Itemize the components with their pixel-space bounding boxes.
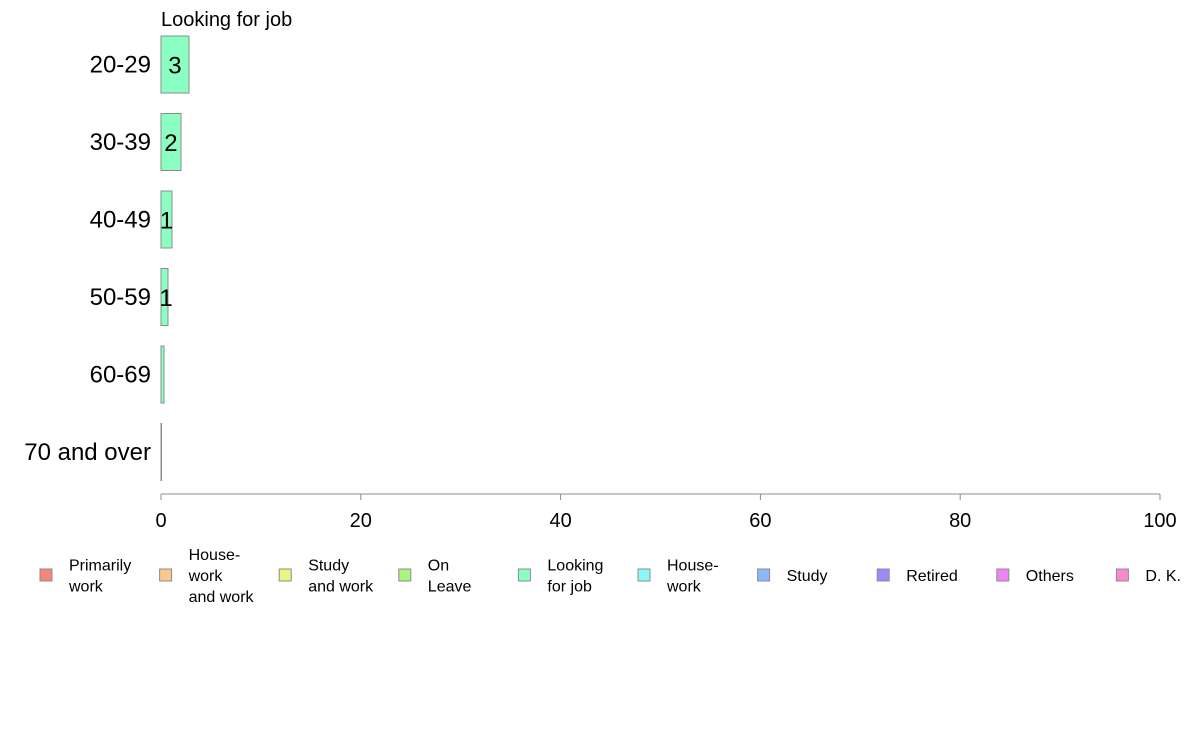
bar bbox=[160, 345, 165, 404]
x-axis: 0 20 40 60 80 100 bbox=[155, 493, 1177, 532]
bar bbox=[160, 35, 190, 94]
x-tick-label: 20 bbox=[350, 510, 372, 532]
legend-label: House- bbox=[189, 547, 241, 564]
legend-label: D. K. bbox=[1145, 568, 1181, 585]
category-label: 50-59 bbox=[90, 284, 151, 311]
legend-entry: On Leave bbox=[398, 558, 472, 596]
legend-label: On bbox=[428, 558, 449, 575]
legend-swatch bbox=[637, 568, 651, 582]
category-label: 70 and over bbox=[24, 439, 151, 466]
x-tick-label: 80 bbox=[949, 510, 971, 532]
legend-swatch bbox=[517, 568, 531, 582]
legend-label: work bbox=[68, 579, 104, 596]
bar bbox=[160, 113, 182, 171]
legend-swatch bbox=[757, 568, 771, 582]
legend-label: Retired bbox=[906, 568, 958, 585]
category-label: 20-29 bbox=[90, 52, 151, 79]
legend-swatch bbox=[1115, 568, 1129, 582]
legend-entry: D. K. bbox=[1115, 568, 1181, 585]
legend-label: work bbox=[188, 568, 224, 585]
legend-label: Study bbox=[787, 568, 828, 585]
legend-swatch bbox=[876, 568, 890, 582]
category-label: 60-69 bbox=[90, 362, 151, 389]
legend-entry: House-work bbox=[637, 558, 719, 596]
data-label: 2 bbox=[164, 130, 177, 157]
legend-label: and work bbox=[308, 579, 374, 596]
legend-entry: Study and work bbox=[278, 558, 374, 596]
legend-label: and work bbox=[189, 589, 255, 606]
legend-label: work bbox=[666, 579, 702, 596]
legend-label: Primarily bbox=[69, 558, 131, 575]
x-tick-label: 40 bbox=[549, 510, 571, 532]
data-label: 1 bbox=[159, 285, 172, 312]
legend-swatch bbox=[398, 568, 412, 582]
legend-entry: Study bbox=[757, 568, 828, 585]
category-label: 30-39 bbox=[90, 129, 151, 156]
legend-label: Study bbox=[308, 558, 349, 575]
legend-entry: Primarily work bbox=[39, 558, 131, 596]
legend-swatch bbox=[278, 568, 292, 582]
x-tick-label: 0 bbox=[155, 510, 166, 532]
legend-entry: Looking for job bbox=[517, 558, 603, 596]
legend-swatch bbox=[39, 568, 53, 582]
legend-label: House- bbox=[667, 558, 719, 575]
legend-swatch bbox=[996, 568, 1010, 582]
legend-label: for job bbox=[547, 579, 592, 596]
x-tick-label: 100 bbox=[1143, 510, 1176, 532]
legend-swatch bbox=[159, 568, 173, 582]
legend-entry: House-work and work bbox=[159, 547, 255, 606]
legend-label: Looking bbox=[547, 558, 603, 575]
legend-entry: Others bbox=[996, 568, 1074, 585]
panel-title: Looking for job bbox=[161, 9, 292, 31]
data-label: 3 bbox=[168, 53, 181, 80]
data-label: 1 bbox=[160, 208, 173, 235]
legend-label: Leave bbox=[428, 579, 472, 596]
bar bbox=[160, 423, 162, 481]
bar bbox=[160, 190, 173, 249]
x-tick-label: 60 bbox=[749, 510, 771, 532]
bar bbox=[160, 268, 169, 326]
legend-label: Others bbox=[1026, 568, 1074, 585]
bars: 20-29 3 30-39 2 40-49 1 50-59 1 60-69 70 and over bbox=[24, 35, 190, 481]
category-label: 40-49 bbox=[90, 207, 151, 234]
legend-entry: Retired bbox=[876, 568, 958, 585]
